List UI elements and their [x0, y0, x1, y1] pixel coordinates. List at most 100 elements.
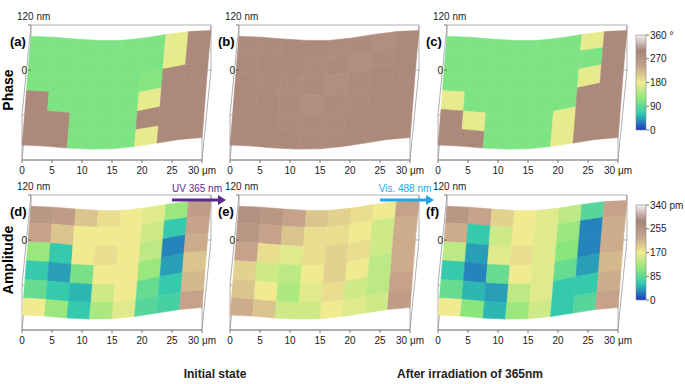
x-tick	[172, 160, 173, 163]
x-tick	[528, 330, 529, 333]
surface-cell	[115, 263, 139, 285]
x-tick-label: 0	[435, 335, 441, 346]
panel: 051015202530 μm0120 nm(f)	[426, 181, 632, 346]
surface-cell	[488, 245, 512, 265]
x-tick-label: 20	[344, 165, 356, 176]
surface-cell	[75, 39, 99, 57]
z-tick	[28, 195, 31, 196]
surface-cell	[46, 111, 70, 132]
panel-title: (e)	[218, 204, 234, 219]
surface-cell	[24, 279, 48, 299]
z-tick	[28, 240, 31, 241]
surface-cell	[328, 208, 352, 227]
x-tick	[230, 330, 231, 333]
surface-cell	[509, 95, 533, 114]
z-tick-label: 120 nm	[225, 11, 258, 22]
surface-cell	[117, 74, 141, 96]
z-tick	[444, 70, 447, 71]
arrow-shaft	[380, 199, 428, 202]
x-tick	[260, 330, 261, 333]
surface-cell	[275, 302, 299, 320]
x-tick	[112, 330, 113, 333]
surface-cell	[260, 37, 284, 56]
surface-cell	[233, 91, 257, 111]
surface-cell	[118, 225, 142, 246]
surface-cell	[600, 63, 624, 83]
x-tick	[142, 330, 143, 333]
surface-cell	[530, 281, 554, 302]
surface-cell	[49, 73, 73, 94]
box-edge	[22, 115, 23, 160]
surface-cell	[183, 251, 207, 272]
surface-cell	[392, 233, 416, 253]
x-tick	[320, 330, 321, 333]
figure: Phase051015202530 μm0120 nm(a)0510152025…	[0, 0, 685, 384]
surface-cell	[392, 63, 416, 83]
row-label: Phase	[0, 69, 16, 110]
surface-cell	[467, 224, 491, 245]
x-tick	[410, 160, 411, 163]
surface-cell	[536, 38, 560, 57]
box-edge	[438, 285, 439, 330]
z-tick-label: 120 nm	[433, 181, 466, 192]
surface-cell	[96, 227, 120, 246]
surface-cell	[486, 264, 510, 284]
x-tick-label: 25	[374, 165, 386, 176]
surface-cell	[24, 109, 48, 129]
surface-cell	[27, 72, 51, 92]
x-tick	[82, 160, 83, 163]
surface-cell	[259, 224, 283, 245]
surface-cell	[491, 209, 515, 227]
colorbar	[636, 205, 646, 300]
surface-cell	[278, 94, 302, 114]
surface-cell	[184, 63, 208, 83]
surface-cell	[395, 201, 419, 218]
surface-cell	[465, 243, 489, 264]
surface-cell	[510, 76, 534, 96]
z-tick-label: 0	[229, 65, 235, 76]
surface-cell	[28, 223, 52, 243]
surface-cell	[320, 300, 344, 319]
surface-cell	[443, 242, 467, 262]
surface-cell	[528, 130, 552, 149]
surface-cell	[180, 120, 204, 139]
surface-cell	[48, 92, 72, 113]
surface-cell	[186, 217, 210, 235]
surface-cell	[49, 243, 73, 264]
surface-cell	[506, 302, 530, 319]
z-tick-label: 120 nm	[433, 11, 466, 22]
surface-cell	[486, 94, 510, 114]
surface-cell	[97, 210, 121, 227]
surface-cell	[343, 296, 367, 316]
surface-cell	[444, 223, 468, 243]
x-tick-label: 20	[552, 335, 564, 346]
surface-cell	[91, 114, 115, 133]
colorbar-tick	[646, 205, 649, 206]
arrow-head	[426, 195, 434, 205]
box-edge	[239, 25, 419, 26]
surface-cell	[181, 271, 205, 293]
surface-cell	[467, 54, 491, 75]
x-tick-label: 30 μm	[396, 335, 424, 346]
surface-cell	[181, 101, 205, 123]
surface-cell	[602, 217, 626, 235]
surface-cell	[28, 53, 52, 73]
surface-cell	[69, 283, 93, 303]
surface-cell	[507, 284, 531, 303]
surface-cell	[45, 299, 69, 318]
surface-cell	[444, 53, 468, 73]
surface-cell	[302, 246, 326, 266]
surface-cell	[599, 81, 623, 102]
panel-title: (c)	[426, 34, 442, 49]
colorbar-tick-label: 255	[650, 223, 667, 234]
surface-cell	[389, 101, 413, 123]
surface-cell	[75, 209, 99, 227]
surface-cell	[440, 279, 464, 299]
arrow-label: Vis. 488 nm	[379, 183, 432, 194]
surface-cell	[326, 225, 350, 246]
panel-title: (a)	[10, 34, 26, 49]
surface	[230, 201, 419, 320]
z-tick-label: 120 nm	[225, 181, 258, 192]
surface-cell	[25, 91, 49, 111]
surface-cell	[464, 92, 488, 113]
